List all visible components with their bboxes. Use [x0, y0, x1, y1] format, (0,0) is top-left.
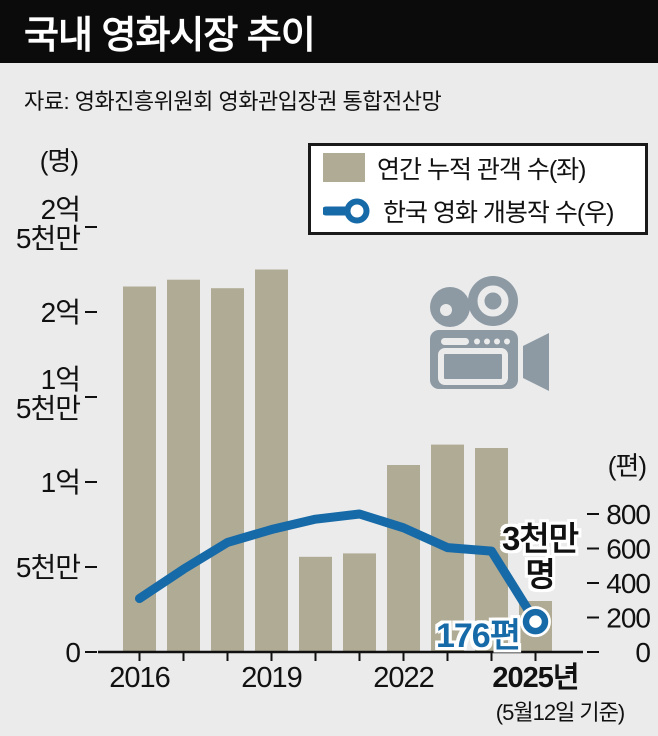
legend-item-releases: 한국 영화 개봉작 수(우) — [323, 193, 645, 229]
left-tick-label: 0 — [65, 637, 80, 668]
page-title: 국내 영화시장 추이 — [24, 15, 316, 57]
bar-2021 — [343, 553, 376, 652]
bar-swatch-icon — [323, 153, 365, 182]
annotation-audience-line2: 명 — [525, 556, 555, 593]
left-tick-label: 1억 — [41, 467, 80, 498]
left-tick-label: 5천만 — [16, 552, 80, 583]
source-label: 자료: 영화진흥위원회 영화관입장권 통합전산망 — [24, 89, 442, 114]
title-bar: 국내 영화시장 추이 — [0, 0, 658, 63]
right-tick-label: 600 — [606, 534, 650, 565]
left-axis-unit: (명) — [40, 146, 79, 176]
legend-box: 연간 누적 관객 수(좌) 한국 영화 개봉작 수(우) — [308, 143, 648, 235]
legend-item-audience: 연간 누적 관객 수(좌) — [323, 150, 645, 186]
bar-2017 — [167, 279, 200, 652]
right-axis-unit: (편) — [608, 451, 647, 481]
bar-2019 — [255, 269, 288, 652]
annotation-releases-2025: 176편 — [435, 617, 521, 655]
legend-label-releases: 한국 영화 개봉작 수(우) — [383, 198, 614, 227]
left-tick-label: 5천만 — [16, 393, 80, 424]
x-axis-note: (5월12일 기준) — [495, 700, 625, 725]
left-tick-label: 2억 — [41, 297, 80, 328]
line-marker-icon — [323, 198, 370, 223]
legend-label-audience: 연간 누적 관객 수(좌) — [377, 155, 586, 184]
left-tick-label: 5천만 — [16, 223, 80, 254]
x-label-2019: 2019 — [241, 662, 302, 694]
right-tick-label: 0 — [635, 637, 650, 668]
annotation-audience-line1: 3천만 — [501, 520, 579, 557]
x-label-2022: 2022 — [373, 662, 434, 694]
right-tick-label: 400 — [606, 568, 650, 599]
x-label-2025년: 2025년 — [492, 661, 578, 694]
bar-2022 — [387, 465, 420, 652]
x-label-2016: 2016 — [109, 662, 170, 694]
releases-end-marker — [522, 608, 549, 635]
annotation-audience-2025: 3천만 명 — [494, 521, 586, 593]
bar-2020 — [299, 556, 332, 652]
movie-camera-icon — [430, 276, 549, 391]
bar-2018 — [211, 288, 244, 652]
right-tick-label: 800 — [606, 499, 650, 530]
left-tick-label: 1억 — [41, 364, 80, 395]
releases-line — [135, 509, 540, 627]
right-tick-label: 200 — [606, 603, 650, 634]
left-tick-label: 2억 — [41, 194, 80, 225]
